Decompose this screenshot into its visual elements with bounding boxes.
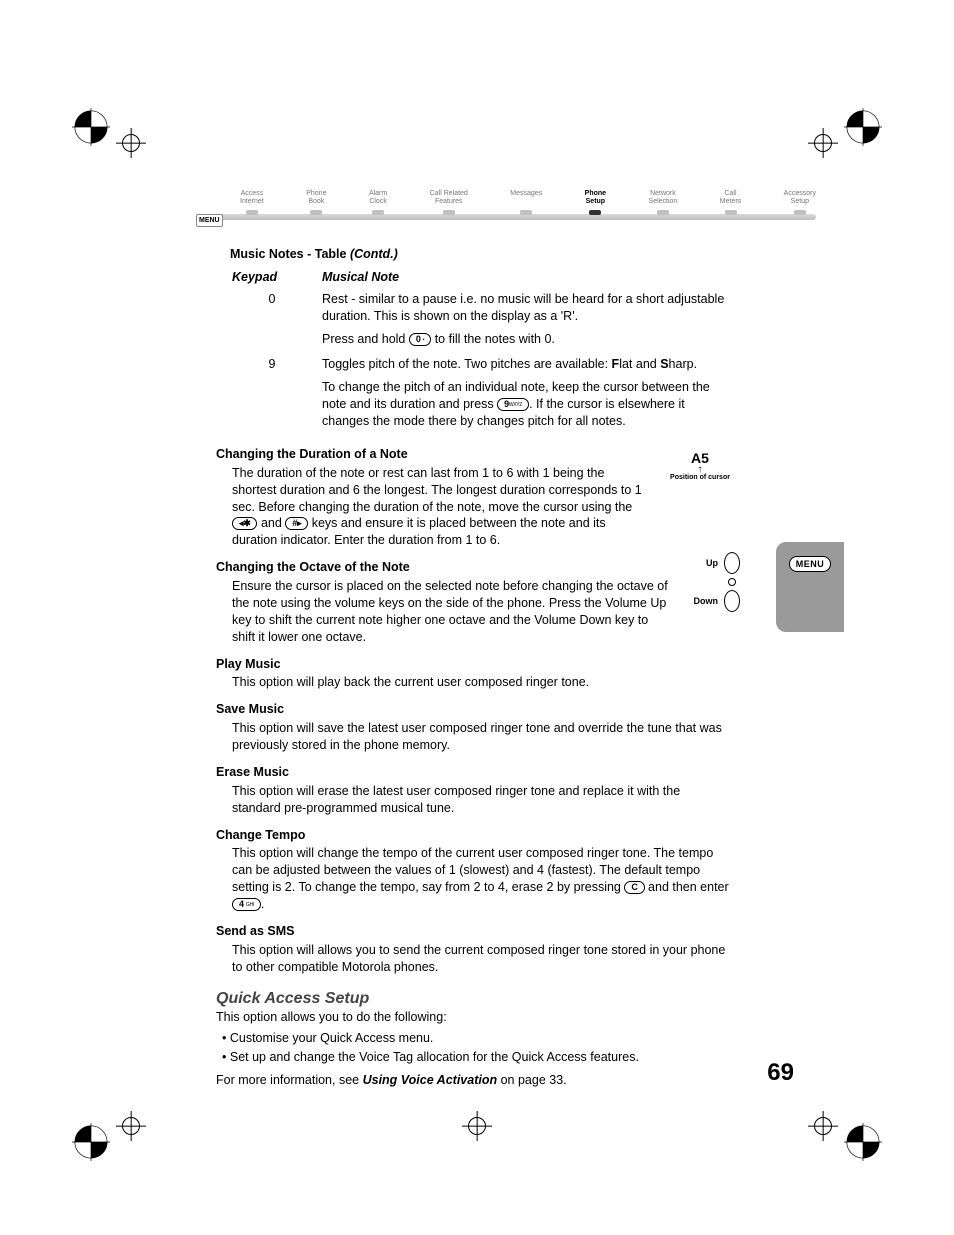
registration-mark-icon [72,108,110,146]
menu-pill: MENU [789,556,832,572]
key-9-icon: 9WXYZ [497,398,529,411]
cursor-position-callout: A5 ↑ Position of cursor [655,450,745,481]
nav-item: Alarm Clock [369,190,387,219]
nav-item: Call Meters [720,190,741,219]
crosshair-icon [116,128,146,158]
menu-breadcrumb: MENU Access InternetPhone BookAlarm Cloc… [200,190,816,226]
nav-item: Phone Book [306,190,326,219]
body-play: This option will play back the current u… [232,674,732,691]
crosshair-icon [808,1111,838,1141]
nav-item: Messages [510,190,542,219]
up-arrow-icon: ↑ [655,466,745,474]
volume-down-icon [724,590,740,612]
registration-mark-icon [844,108,882,146]
registration-mark-icon [844,1123,882,1161]
table-row: 9 Toggles pitch of the note. Two pitches… [232,353,732,436]
crosshair-icon [808,128,838,158]
label-down: Down [688,596,718,606]
qas-bullets: Customise your Quick Access menu. Set up… [216,1030,732,1066]
key-hash-icon: #▸ [285,517,308,530]
crosshair-icon [116,1111,146,1141]
registration-mark-icon [72,1123,110,1161]
list-item: Set up and change the Voice Tag allocati… [222,1049,732,1066]
body-tempo: This option will change the tempo of the… [232,845,732,913]
table-title: Music Notes - Table (Contd.) [230,246,732,263]
nav-item: Phone Setup [585,190,606,219]
qas-outro: For more information, see Using Voice Ac… [216,1072,732,1089]
volume-indicator-icon [728,578,736,586]
cell-keypad: 9 [232,353,322,436]
page-number: 69 [767,1059,794,1087]
key-0-icon: 0 • [409,333,431,346]
heading-erase: Erase Music [216,764,732,781]
heading-tempo: Change Tempo [216,827,732,844]
qas-intro: This option allows you to do the followi… [216,1009,732,1026]
heading-save: Save Music [216,701,732,718]
nav-item: Network Selection [649,190,678,219]
table-row: 0 Rest - similar to a pause i.e. no musi… [232,288,732,354]
heading-octave: Changing the Octave of the Note [216,559,732,576]
key-4-icon: 4 GHI [232,898,261,911]
page-thumb-tab: MENU [776,542,844,632]
col-header-note: Musical Note [322,267,732,288]
heading-play: Play Music [216,656,732,673]
nav-item: Accessory Setup [784,190,816,219]
label-up: Up [688,558,718,568]
crosshair-icon [462,1111,492,1141]
nav-item: Access Internet [240,190,264,219]
key-c-icon: C [624,881,644,894]
cell-note: Rest - similar to a pause i.e. no music … [322,288,732,354]
col-header-keypad: Keypad [232,267,322,288]
key-star-icon: ◂✱ [232,517,257,530]
cell-note: Toggles pitch of the note. Two pitches a… [322,353,732,436]
cell-keypad: 0 [232,288,322,354]
list-item: Customise your Quick Access menu. [222,1030,732,1047]
nav-item: Call Related Features [430,190,468,219]
volume-up-icon [724,552,740,574]
heading-quick-access: Quick Access Setup [216,988,732,1010]
body-octave: Ensure the cursor is placed on the selec… [232,578,672,646]
body-duration: The duration of the note or rest can las… [232,465,642,549]
body-sms: This option will allows you to send the … [232,942,732,976]
music-notes-table: Keypad Musical Note 0 Rest - similar to … [232,267,732,436]
body-save: This option will save the latest user co… [232,720,732,754]
body-erase: This option will erase the latest user c… [232,783,732,817]
menu-chip: MENU [196,214,223,227]
volume-keys-diagram: Up Down [688,552,748,616]
heading-sms: Send as SMS [216,923,732,940]
